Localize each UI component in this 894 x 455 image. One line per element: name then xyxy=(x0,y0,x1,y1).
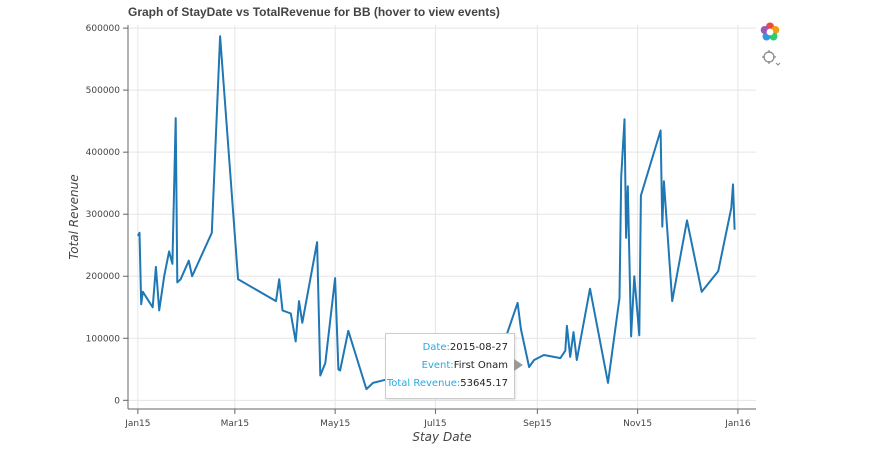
y-tick-label: 200000 xyxy=(86,272,121,282)
tooltip-event-value: First Onam xyxy=(453,360,508,371)
x-tick-label: Mar15 xyxy=(221,419,249,429)
tooltip-event-row: Event:First Onam xyxy=(422,360,508,371)
series-line-total-revenue[interactable] xyxy=(137,35,736,391)
tooltip-date-value: 2015-08-27 xyxy=(449,342,508,353)
y-tick-label: 300000 xyxy=(86,210,121,220)
y-tick-label: 600000 xyxy=(86,24,121,34)
chart-title: Graph of StayDate vs TotalRevenue for BB… xyxy=(128,5,500,19)
x-tick-label: Jul15 xyxy=(423,419,446,429)
bokeh-logo-icon[interactable] xyxy=(760,22,780,42)
x-tick-label: Jan15 xyxy=(124,419,150,429)
tooltip-revenue-row: Total Revenue:53645.17 xyxy=(387,378,508,389)
x-tick-label: May15 xyxy=(320,419,350,429)
x-ticks: Jan15 Mar15 May15 Jul15 Sep15 Nov15 Jan16 xyxy=(124,409,751,429)
x-tick-label: Sep15 xyxy=(523,419,551,429)
y-tick-label: 400000 xyxy=(86,148,121,158)
toolbar xyxy=(760,22,782,74)
y-tick-label: 0 xyxy=(114,396,120,406)
tooltip-pointer xyxy=(514,359,523,371)
x-tick-label: Nov15 xyxy=(623,419,652,429)
tooltip-revenue-value: 53645.17 xyxy=(460,378,508,389)
tooltip-event-label: Event: xyxy=(421,360,454,371)
x-axis-label: Stay Date xyxy=(412,430,471,444)
axes xyxy=(127,25,756,410)
y-ticks: 0 100000 200000 300000 400000 500000 600000 xyxy=(86,24,128,406)
y-axis-label: Total Revenue xyxy=(67,174,81,259)
y-tick-label: 500000 xyxy=(86,86,121,96)
tooltip-date-label: Date: xyxy=(422,342,450,353)
tooltip-revenue-label: Total Revenue: xyxy=(386,378,461,389)
hover-tool-icon[interactable] xyxy=(760,48,781,68)
hover-tooltip: Date:2015-08-27 Event:First Onam Total R… xyxy=(385,333,515,399)
y-tick-label: 100000 xyxy=(86,334,121,344)
tooltip-date-row: Date:2015-08-27 xyxy=(423,342,508,353)
x-tick-label: Jan16 xyxy=(724,419,751,429)
